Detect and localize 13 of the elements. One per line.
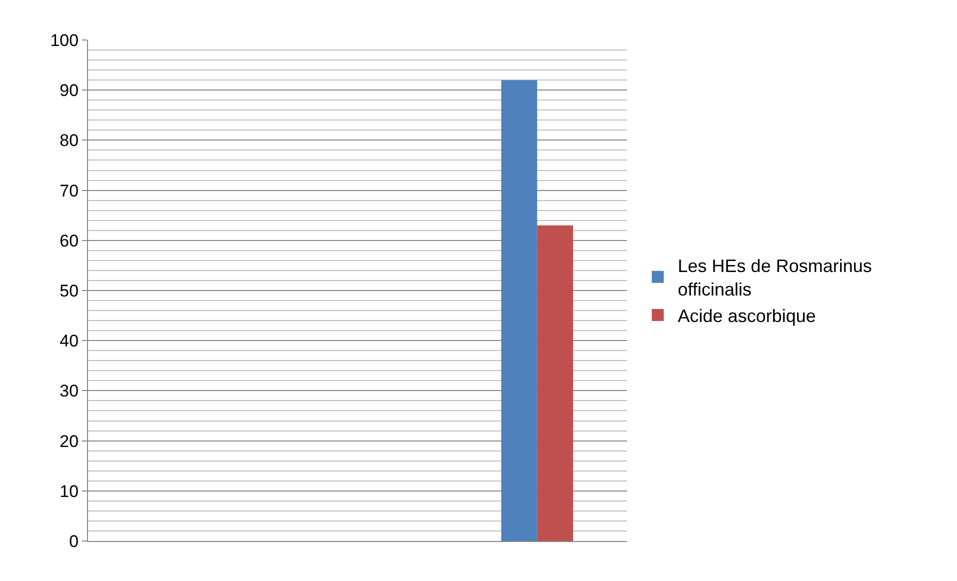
y-tick-label: 100	[50, 30, 79, 50]
y-tick-label: 80	[60, 131, 79, 150]
legend-label: Acide ascorbique	[678, 306, 816, 326]
y-tick-label: 90	[60, 81, 79, 100]
y-tick-label: 0	[69, 532, 79, 551]
y-tick-label: 60	[60, 231, 79, 250]
y-tick-label: 20	[60, 432, 79, 451]
y-tick-label: 30	[60, 382, 79, 401]
y-tick-label: 50	[60, 281, 79, 300]
legend-label: Les HEs de Rosmarinus officinalis	[678, 256, 872, 300]
y-tick-label: 10	[60, 482, 79, 501]
y-tick-label: 70	[60, 181, 79, 200]
y-tick-label: 40	[60, 332, 79, 351]
